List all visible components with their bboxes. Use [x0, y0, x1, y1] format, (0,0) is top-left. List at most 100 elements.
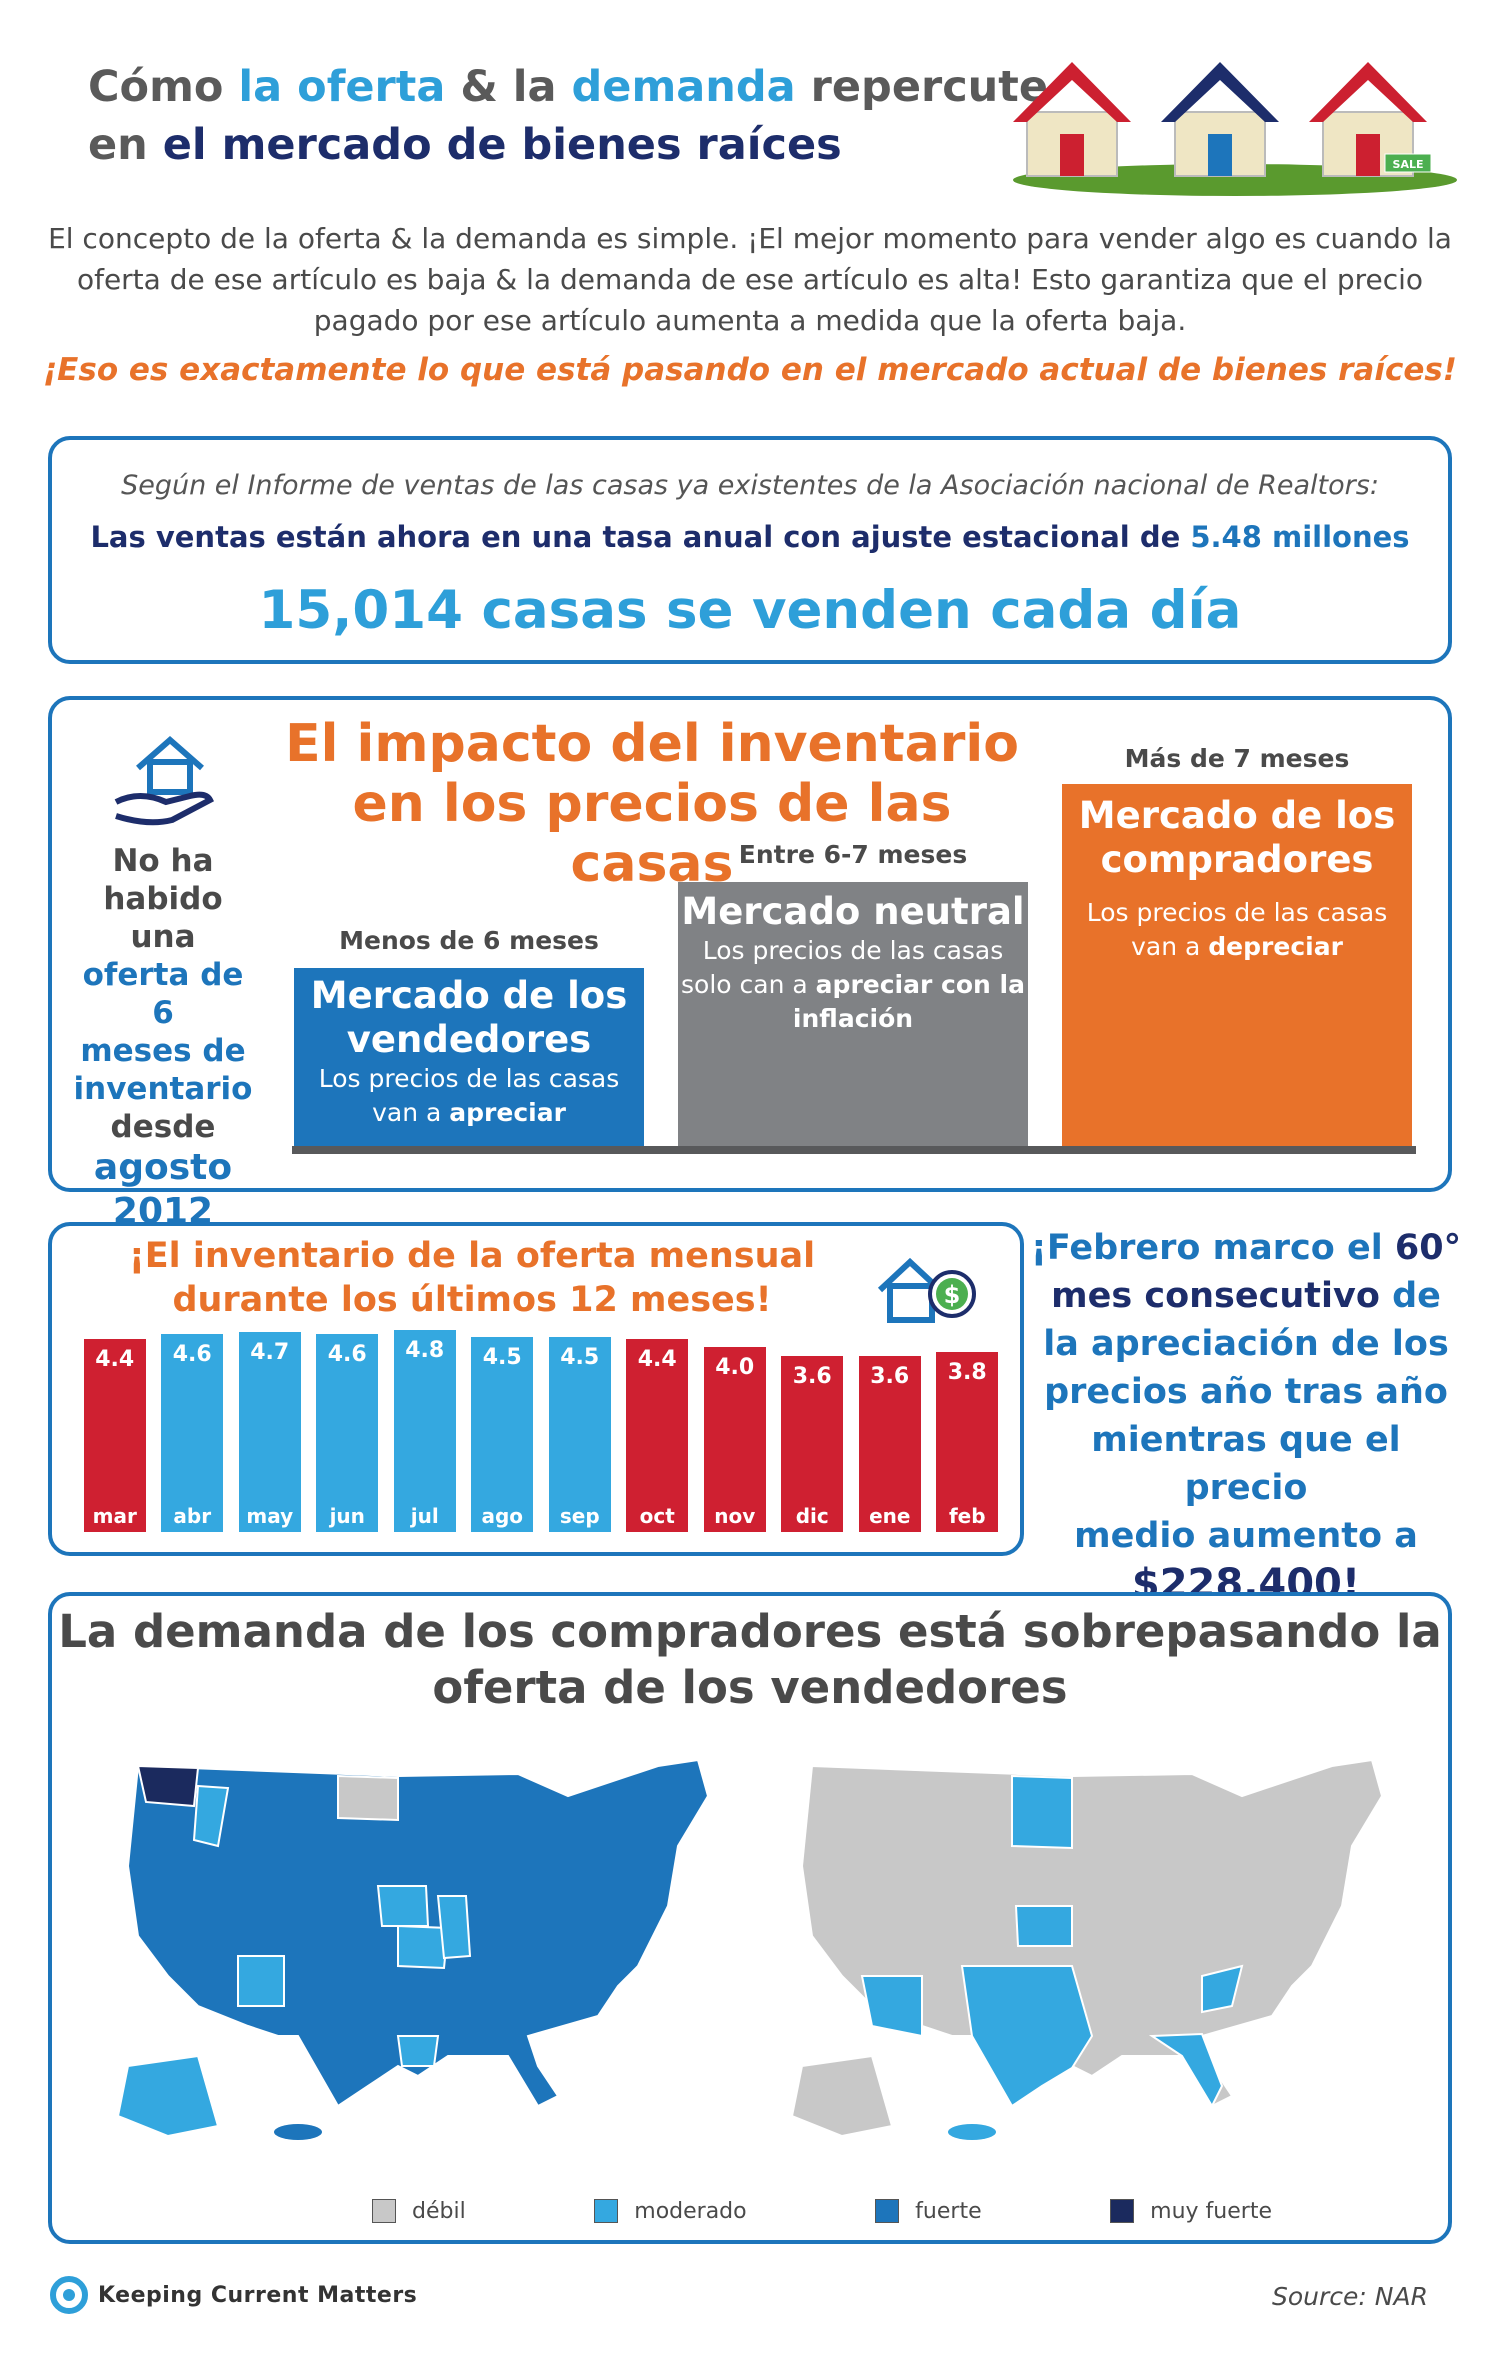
market-desc-emphasis: apreciar — [449, 1098, 566, 1127]
title-line-2: en el mercado de bienes raíces — [88, 116, 1048, 174]
nar-source-text: Según el Informe de ventas de las casas … — [121, 470, 1379, 501]
bar-month-label: nov — [714, 1504, 756, 1528]
title-fragment: la oferta — [238, 62, 446, 112]
market-title: Mercado neutral — [681, 890, 1025, 933]
demand-title: La demanda de los compradores está sobre… — [52, 1604, 1448, 1716]
impact-title-line: en los precios de las casas — [352, 774, 952, 894]
legend-label: muy fuerte — [1150, 2198, 1272, 2224]
feb-line: la apreciación de los — [1043, 1324, 1449, 1364]
chart-bar-nov: 4.0 nov — [703, 1347, 766, 1532]
market-desc-emphasis: depreciar — [1208, 932, 1343, 961]
bar-value-label: 4.4 — [95, 1346, 135, 1372]
market-desc-text: Los precios de las casas van a — [318, 1064, 620, 1127]
bar-month-label: feb — [948, 1504, 986, 1528]
intro-tagline: ¡Eso es exactamente lo que está pasando … — [43, 352, 1457, 388]
title-fragment: el mercado de bienes raíces — [162, 120, 842, 170]
bar-month-label: oct — [639, 1504, 675, 1528]
us-map-hawaii — [948, 2124, 996, 2140]
note-line: desde — [110, 1109, 216, 1145]
market-desc-text: Los precios de las casas van a — [1086, 898, 1388, 961]
feb-text: ¡Febrero marco el — [1030, 1228, 1395, 1268]
legend-label: débil — [412, 2198, 466, 2224]
market-desc-text: Los precios de las casas solo can a — [681, 936, 1004, 999]
chart-bar-sep: 4.5 sep — [548, 1336, 611, 1532]
hand-house-icon — [114, 736, 214, 826]
houses-illustration: SALE — [1013, 62, 1457, 196]
market-header-sellers: Menos de 6 meses — [339, 926, 599, 955]
note-line: habido una — [103, 881, 223, 955]
buyers-market: Mercado de los compradores Los precios d… — [1062, 784, 1412, 1146]
kcm-logo: Keeping Current Matters — [50, 2276, 417, 2314]
feb-line: precios año tras año — [1044, 1372, 1448, 1412]
legend-label: fuerte — [915, 2198, 982, 2224]
market-title: Mercado de los compradores — [1078, 794, 1396, 881]
chart-bar-dic: 3.6 dic — [781, 1356, 844, 1532]
inventory-bars: 4.4 mar 4.6 abr 4.7 may 4.6 jun 4.8 jul 4.5 ago 4.5 s… — [76, 1330, 1006, 1532]
neutral-market: Mercado neutral Los precios de las casas… — [678, 882, 1028, 1146]
market-baseline — [292, 1146, 1416, 1154]
february-appreciation-text: ¡Febrero marco el 60° mes consecutivo de… — [1030, 1224, 1462, 1608]
title-line-1: Cómo la oferta & la demanda repercute — [88, 58, 1048, 116]
feb-line: ¡Febrero marco el 60° — [1030, 1224, 1462, 1272]
legend-item: moderado — [594, 2196, 747, 2226]
brand-name: Keeping Current Matters — [98, 2282, 418, 2308]
note-line: inventario — [73, 1071, 253, 1107]
chart-bar-feb: 3.8 feb — [936, 1351, 999, 1532]
bar-month-label: jul — [410, 1504, 439, 1528]
feb-number: 60° — [1394, 1228, 1462, 1268]
us-map-alaska — [116, 2054, 220, 2138]
nar-stats-box: Según el Informe de ventas de las casas … — [48, 436, 1452, 664]
inventory-chart-box: ¡El inventario de la oferta mensual dura… — [48, 1222, 1024, 1556]
us-map-mainland — [800, 1758, 1384, 2109]
legend-item: fuerte — [875, 2196, 982, 2226]
demand-map-right — [790, 1758, 1384, 2140]
chart-bar-oct: 4.4 oct — [626, 1338, 689, 1532]
homes-per-day: 15,014 casas se venden cada día — [258, 580, 1242, 641]
bar-month-label: jun — [329, 1504, 365, 1528]
source-note: Source: NAR — [1272, 2282, 1428, 2311]
note-line: oferta de 6 — [82, 957, 244, 1031]
bar-value-label: 4.6 — [327, 1342, 367, 1368]
house-icon — [1161, 62, 1279, 177]
market-header-buyers: Más de 7 meses — [1124, 744, 1350, 773]
kcm-logo-icon — [50, 2276, 88, 2314]
market-title: Mercado de los vendedores — [310, 974, 628, 1061]
us-map-hawaii — [274, 2124, 322, 2140]
bar-month-label: dic — [795, 1504, 829, 1528]
chart-bar-jul: 4.8 jul — [393, 1330, 456, 1532]
bar-month-label: may — [246, 1504, 294, 1528]
market-desc: Los precios de las casas van a apreciar — [294, 1062, 644, 1130]
chart-bar-ago: 4.5 ago — [471, 1336, 534, 1532]
house-icon — [1013, 62, 1131, 177]
feb-line: medio aumento a — [1074, 1516, 1418, 1556]
us-map-mainland — [126, 1758, 710, 2108]
bar-value-label: 4.5 — [560, 1344, 600, 1370]
house-dollar-icon: $ — [877, 1257, 976, 1323]
bar-value-label: 3.6 — [792, 1364, 832, 1389]
bar-value-label: 4.6 — [172, 1342, 212, 1368]
note-line: agosto — [93, 1147, 233, 1188]
feb-line: mes consecutivo de — [1030, 1272, 1462, 1320]
nar-sales-rate: Las ventas están ahora en una tasa anual… — [52, 520, 1448, 554]
inventory-chart-title: ¡El inventario de la oferta mensual dura… — [72, 1234, 872, 1322]
sale-sign: SALE — [1393, 158, 1424, 171]
legend-label: moderado — [634, 2198, 747, 2224]
market-desc: Los precios de las casas solo can a apre… — [678, 934, 1028, 1036]
legend-swatch — [594, 2199, 619, 2223]
legend-swatch — [1110, 2199, 1135, 2223]
title-fragment: & la — [445, 62, 572, 112]
chart-title-line: durante los últimos 12 meses! — [172, 1280, 772, 1320]
intro-text: El concepto de la oferta & la demanda es… — [48, 222, 1452, 337]
demand-maps-box: La demanda de los compradores está sobre… — [48, 1592, 1452, 2244]
market-desc: Los precios de las casas van a depreciar — [1062, 896, 1412, 964]
chart-title-line: ¡El inventario de la oferta mensual — [128, 1236, 816, 1276]
legend-swatch — [875, 2199, 900, 2223]
no-inventory-note: No ha habido una oferta de 6 meses de in… — [68, 842, 258, 1234]
title-fragment: en — [88, 120, 163, 170]
page-title: Cómo la oferta & la demanda repercute en… — [88, 58, 1048, 174]
feb-text: mes consecutivo — [1051, 1276, 1380, 1316]
chart-bar-mar: 4.4 mar — [83, 1338, 146, 1532]
bar-month-label: mar — [92, 1504, 137, 1528]
us-map-alaska — [790, 2054, 894, 2138]
bar-month-label: abr — [173, 1504, 212, 1528]
